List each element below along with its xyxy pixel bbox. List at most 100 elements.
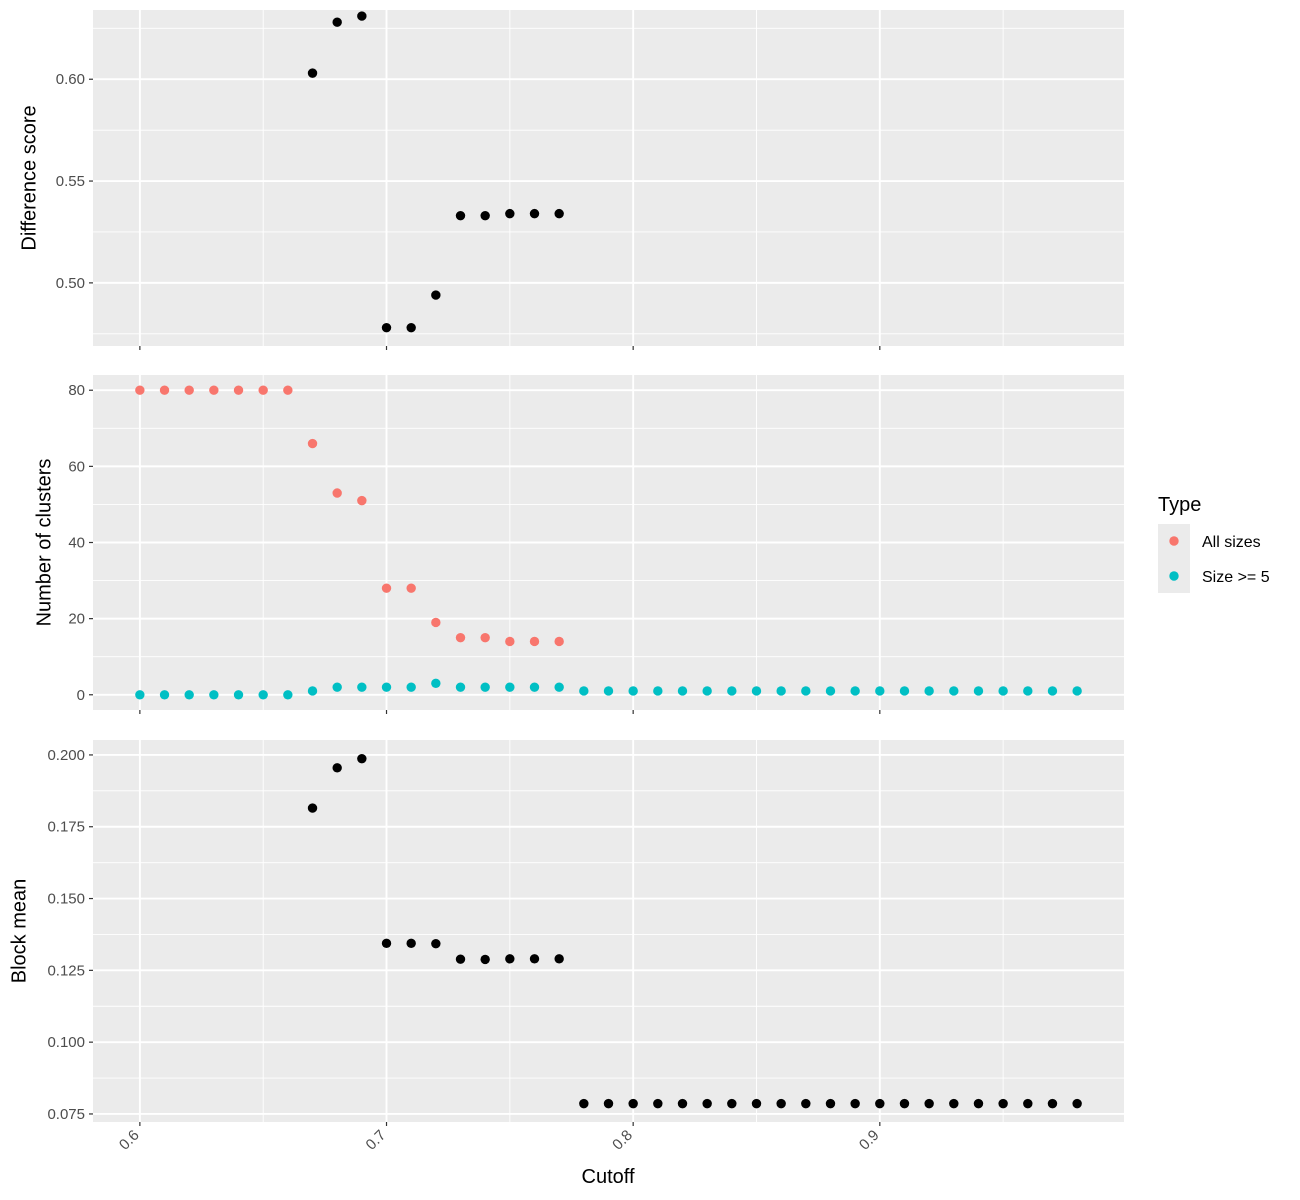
data-point	[875, 1098, 885, 1109]
data-point	[579, 1098, 589, 1109]
data-point	[480, 954, 490, 965]
data-point	[381, 583, 392, 593]
data-point	[949, 686, 959, 696]
data-point	[529, 682, 540, 692]
data-point	[184, 385, 194, 395]
data-point	[431, 678, 441, 689]
data-point	[332, 763, 342, 773]
data-point	[307, 438, 318, 449]
data-point	[406, 682, 416, 692]
data-point	[529, 208, 540, 219]
data-point	[381, 322, 392, 333]
data-point	[899, 686, 910, 696]
data-point	[653, 686, 663, 696]
legend-label-all-sizes: All sizes	[1202, 534, 1261, 551]
data-point	[184, 690, 194, 700]
y-tick-label: 0.55	[56, 173, 85, 190]
y-axis-title: Block mean	[8, 879, 30, 984]
panel-background	[93, 10, 1124, 346]
data-point	[480, 210, 490, 221]
data-point	[135, 385, 145, 395]
data-point	[924, 686, 934, 696]
data-point	[973, 1098, 984, 1109]
data-point	[677, 686, 688, 696]
data-point	[529, 636, 540, 647]
data-point	[1072, 1098, 1082, 1109]
y-axis-title: Difference score	[18, 105, 40, 250]
y-axis-title: Number of clusters	[33, 459, 55, 627]
data-point	[727, 1098, 737, 1109]
data-point	[702, 1098, 712, 1109]
data-point	[209, 385, 219, 395]
y-tick-label: 0	[77, 687, 85, 704]
data-point	[332, 17, 342, 27]
data-point	[825, 686, 836, 696]
data-point	[677, 1098, 688, 1109]
data-point	[307, 686, 318, 696]
data-point	[529, 954, 540, 964]
data-point	[455, 210, 466, 221]
data-point	[431, 938, 441, 949]
data-point	[579, 686, 589, 696]
data-point	[455, 954, 466, 964]
data-point	[505, 208, 515, 219]
data-point	[973, 686, 984, 696]
y-tick-label: 0.50	[56, 275, 85, 292]
difference-score-panel: 0.50 0.55 0.60 Difference score	[18, 10, 1124, 350]
data-point	[776, 1098, 786, 1109]
data-point	[899, 1098, 910, 1109]
panel-background	[93, 740, 1124, 1122]
data-point	[455, 632, 466, 643]
data-point	[1023, 686, 1033, 696]
data-point	[431, 617, 441, 628]
data-point	[603, 1098, 614, 1109]
data-point	[233, 690, 244, 700]
y-tick-label: 0.100	[47, 1034, 85, 1051]
data-point	[1047, 1098, 1058, 1109]
y-tick-label: 20	[68, 611, 85, 628]
data-point	[653, 1098, 663, 1109]
block-mean-panel: 0.075 0.100 0.125 0.150 0.175 0.200 Block mea…	[8, 740, 1124, 1126]
data-point	[406, 938, 416, 949]
data-point	[283, 385, 293, 395]
data-point	[505, 682, 515, 692]
data-point	[554, 636, 564, 647]
data-point	[480, 682, 490, 692]
data-point	[801, 1098, 811, 1109]
data-point	[1023, 1098, 1033, 1109]
x-axis-title: Cutoff	[582, 1166, 635, 1188]
data-point	[850, 686, 860, 696]
data-point	[702, 686, 712, 696]
legend: Type All sizes Size >= 5	[1158, 494, 1270, 593]
number-of-clusters-panel: 0 20 40 60 80 Number of clusters	[33, 375, 1124, 714]
data-point	[406, 322, 416, 333]
legend-marker-all-sizes	[1169, 536, 1179, 546]
data-point	[381, 682, 392, 692]
data-point	[949, 1098, 959, 1109]
data-point	[801, 686, 811, 696]
y-tick-label: 0.60	[56, 71, 85, 88]
data-point	[258, 385, 268, 395]
data-point	[727, 686, 737, 696]
data-point	[357, 11, 367, 21]
data-point	[307, 68, 318, 78]
data-point	[505, 636, 515, 647]
data-point	[554, 682, 564, 692]
data-point	[554, 954, 564, 964]
data-point	[875, 686, 885, 696]
data-point	[455, 682, 466, 692]
data-point	[924, 1098, 934, 1109]
data-point	[776, 686, 786, 696]
y-tick-label: 0.150	[47, 891, 85, 908]
y-tick-label: 0.075	[47, 1106, 85, 1123]
legend-label-size-5: Size >= 5	[1202, 569, 1270, 586]
data-point	[603, 686, 614, 696]
data-point	[159, 690, 170, 700]
data-point	[357, 495, 367, 506]
y-tick-label: 40	[68, 535, 85, 552]
data-point	[135, 690, 145, 700]
data-point	[628, 1098, 638, 1109]
legend-marker-size-5	[1169, 571, 1179, 581]
data-point	[1072, 686, 1082, 696]
